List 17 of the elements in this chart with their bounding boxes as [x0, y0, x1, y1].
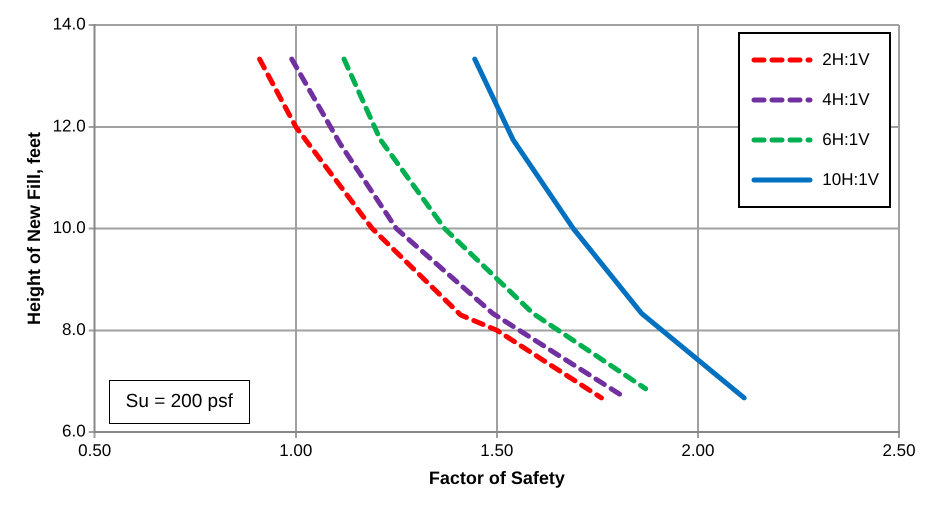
x-axis-title: Factor of Safety	[428, 468, 565, 488]
y-tick-label: 12.0	[52, 116, 86, 136]
x-tick-label: 1.00	[279, 440, 312, 460]
y-tick-label: 8.0	[62, 320, 86, 339]
y-tick-label: 10.0	[52, 218, 86, 238]
y-axis-title: Height of New Fill, feet	[24, 132, 44, 326]
y-tick-label: 6.0	[62, 422, 86, 441]
annotation: Su = 200 psf	[108, 380, 250, 424]
x-tick-label: 1.50	[480, 440, 514, 460]
legend-label: 4H:1V	[822, 90, 870, 110]
legend-label: 6H:1V	[822, 130, 870, 150]
legend-label: 10H:1V	[822, 170, 879, 190]
x-tick-label: 2.00	[681, 440, 714, 460]
x-tick-label: 0.50	[78, 440, 112, 460]
x-tick-label: 2.50	[882, 440, 916, 460]
y-tick-label: 14.0	[52, 14, 86, 34]
legend-label: 2H:1V	[822, 50, 870, 70]
